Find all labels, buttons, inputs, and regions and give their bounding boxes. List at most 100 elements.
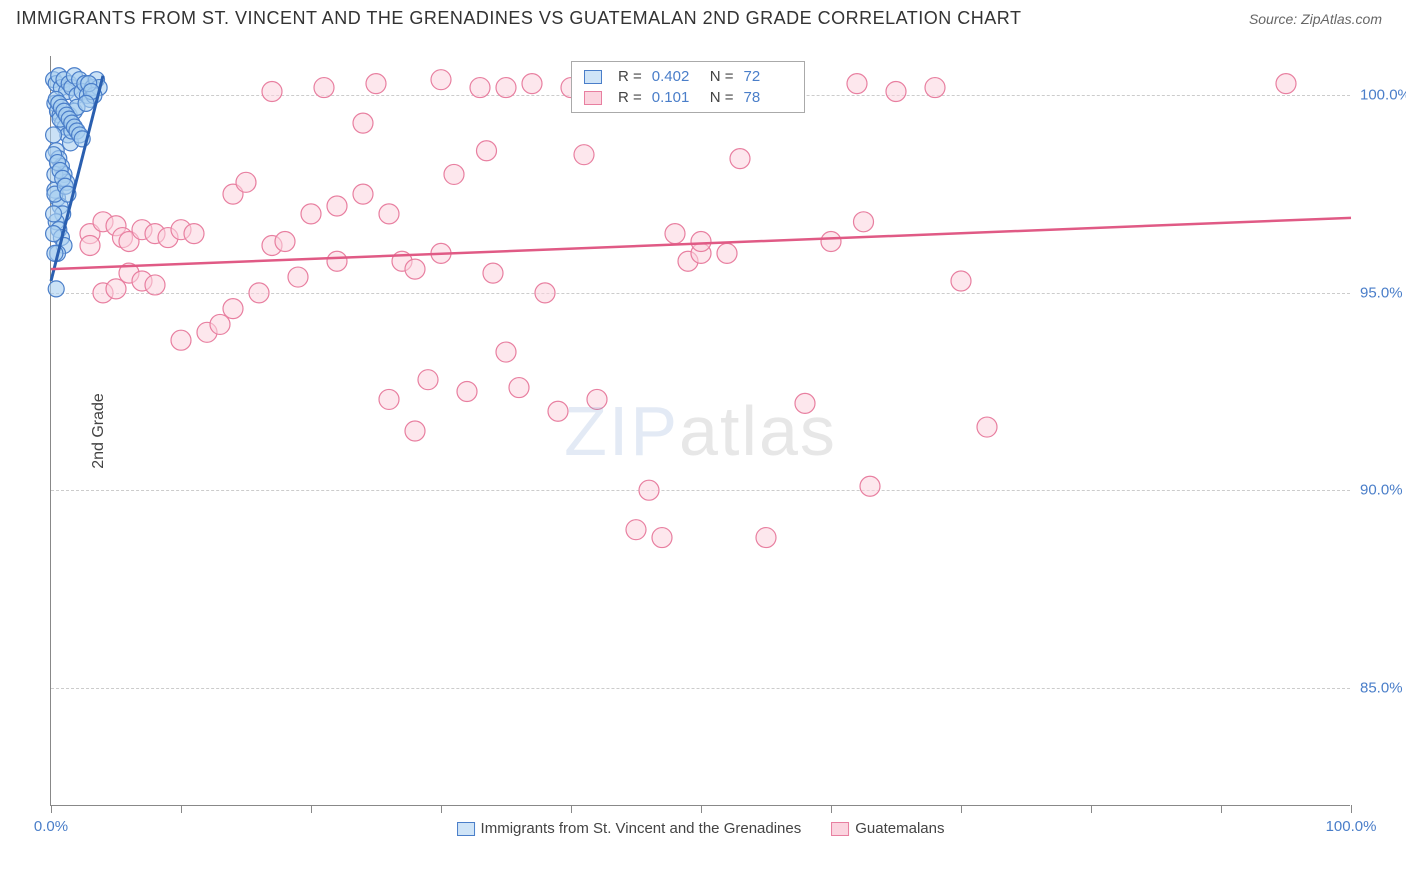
- data-point: [886, 82, 906, 102]
- n-label: N =: [710, 89, 734, 106]
- x-tick: [701, 805, 702, 813]
- data-point: [483, 263, 503, 283]
- data-point: [860, 476, 880, 496]
- data-point: [431, 70, 451, 90]
- data-point: [977, 417, 997, 437]
- x-tick: [51, 805, 52, 813]
- data-point: [327, 196, 347, 216]
- data-point: [587, 389, 607, 409]
- stats-legend-row: R = 0.402 N = 72: [584, 66, 792, 87]
- n-value: 78: [744, 89, 792, 106]
- x-tick: [441, 805, 442, 813]
- data-point: [405, 421, 425, 441]
- bottom-legend-item: Guatemalans: [831, 820, 944, 837]
- data-point: [327, 251, 347, 271]
- data-point: [210, 314, 230, 334]
- data-point: [106, 279, 126, 299]
- data-point: [262, 82, 282, 102]
- legend-swatch: [584, 91, 602, 105]
- data-point: [730, 149, 750, 169]
- data-point: [496, 342, 516, 362]
- data-point: [405, 259, 425, 279]
- data-point: [665, 224, 685, 244]
- x-tick-label: 100.0%: [1326, 818, 1377, 835]
- data-point: [951, 271, 971, 291]
- r-value: 0.101: [652, 89, 700, 106]
- x-tick: [311, 805, 312, 813]
- n-label: N =: [710, 68, 734, 85]
- stats-legend: R = 0.402 N = 72 R = 0.101 N = 78: [571, 61, 805, 113]
- data-point: [691, 232, 711, 252]
- legend-label: Guatemalans: [855, 820, 944, 837]
- x-tick-label: 0.0%: [34, 818, 68, 835]
- data-point: [249, 283, 269, 303]
- data-point: [652, 528, 672, 548]
- y-tick-label: 85.0%: [1360, 679, 1406, 696]
- data-point: [509, 378, 529, 398]
- legend-swatch: [831, 822, 849, 836]
- legend-label: Immigrants from St. Vincent and the Gren…: [481, 820, 802, 837]
- data-point: [379, 204, 399, 224]
- data-point: [626, 520, 646, 540]
- data-point: [574, 145, 594, 165]
- chart-title: IMMIGRANTS FROM ST. VINCENT AND THE GREN…: [16, 8, 1021, 29]
- data-point: [847, 74, 867, 94]
- x-tick: [1351, 805, 1352, 813]
- data-point: [353, 184, 373, 204]
- bottom-legend-item: Immigrants from St. Vincent and the Gren…: [457, 820, 802, 837]
- data-point: [223, 299, 243, 319]
- x-tick: [1221, 805, 1222, 813]
- data-point: [522, 74, 542, 94]
- y-tick-label: 100.0%: [1360, 87, 1406, 104]
- stats-legend-row: R = 0.101 N = 78: [584, 87, 792, 108]
- data-point: [925, 78, 945, 98]
- data-point: [821, 232, 841, 252]
- data-point: [418, 370, 438, 390]
- data-point: [639, 480, 659, 500]
- data-point: [275, 232, 295, 252]
- r-label: R =: [618, 89, 642, 106]
- y-tick-label: 95.0%: [1360, 284, 1406, 301]
- data-point: [80, 235, 100, 255]
- data-point: [496, 78, 516, 98]
- data-point: [444, 164, 464, 184]
- x-tick: [571, 805, 572, 813]
- x-tick: [181, 805, 182, 813]
- x-tick: [1091, 805, 1092, 813]
- data-point: [301, 204, 321, 224]
- legend-swatch: [584, 70, 602, 84]
- data-point: [548, 401, 568, 421]
- data-point: [366, 74, 386, 94]
- x-tick: [831, 805, 832, 813]
- data-point: [145, 275, 165, 295]
- n-value: 72: [744, 68, 792, 85]
- data-point: [46, 127, 62, 143]
- data-point: [470, 78, 490, 98]
- data-point: [457, 382, 477, 402]
- data-point: [854, 212, 874, 232]
- data-point: [379, 389, 399, 409]
- data-point: [171, 330, 191, 350]
- source-label: Source: ZipAtlas.com: [1249, 11, 1382, 27]
- legend-swatch: [457, 822, 475, 836]
- r-value: 0.402: [652, 68, 700, 85]
- data-point: [46, 206, 62, 222]
- data-point: [353, 113, 373, 133]
- scatter-plot-svg: [51, 56, 1350, 805]
- data-point: [288, 267, 308, 287]
- r-label: R =: [618, 68, 642, 85]
- data-point: [236, 172, 256, 192]
- data-point: [756, 528, 776, 548]
- data-point: [48, 281, 64, 297]
- data-point: [477, 141, 497, 161]
- bottom-legend: Immigrants from St. Vincent and the Gren…: [457, 820, 945, 837]
- y-tick-label: 90.0%: [1360, 482, 1406, 499]
- chart-header: IMMIGRANTS FROM ST. VINCENT AND THE GREN…: [0, 0, 1406, 37]
- data-point: [1276, 74, 1296, 94]
- data-point: [78, 95, 94, 111]
- data-point: [535, 283, 555, 303]
- data-point: [795, 393, 815, 413]
- data-point: [314, 78, 334, 98]
- x-tick: [961, 805, 962, 813]
- data-point: [184, 224, 204, 244]
